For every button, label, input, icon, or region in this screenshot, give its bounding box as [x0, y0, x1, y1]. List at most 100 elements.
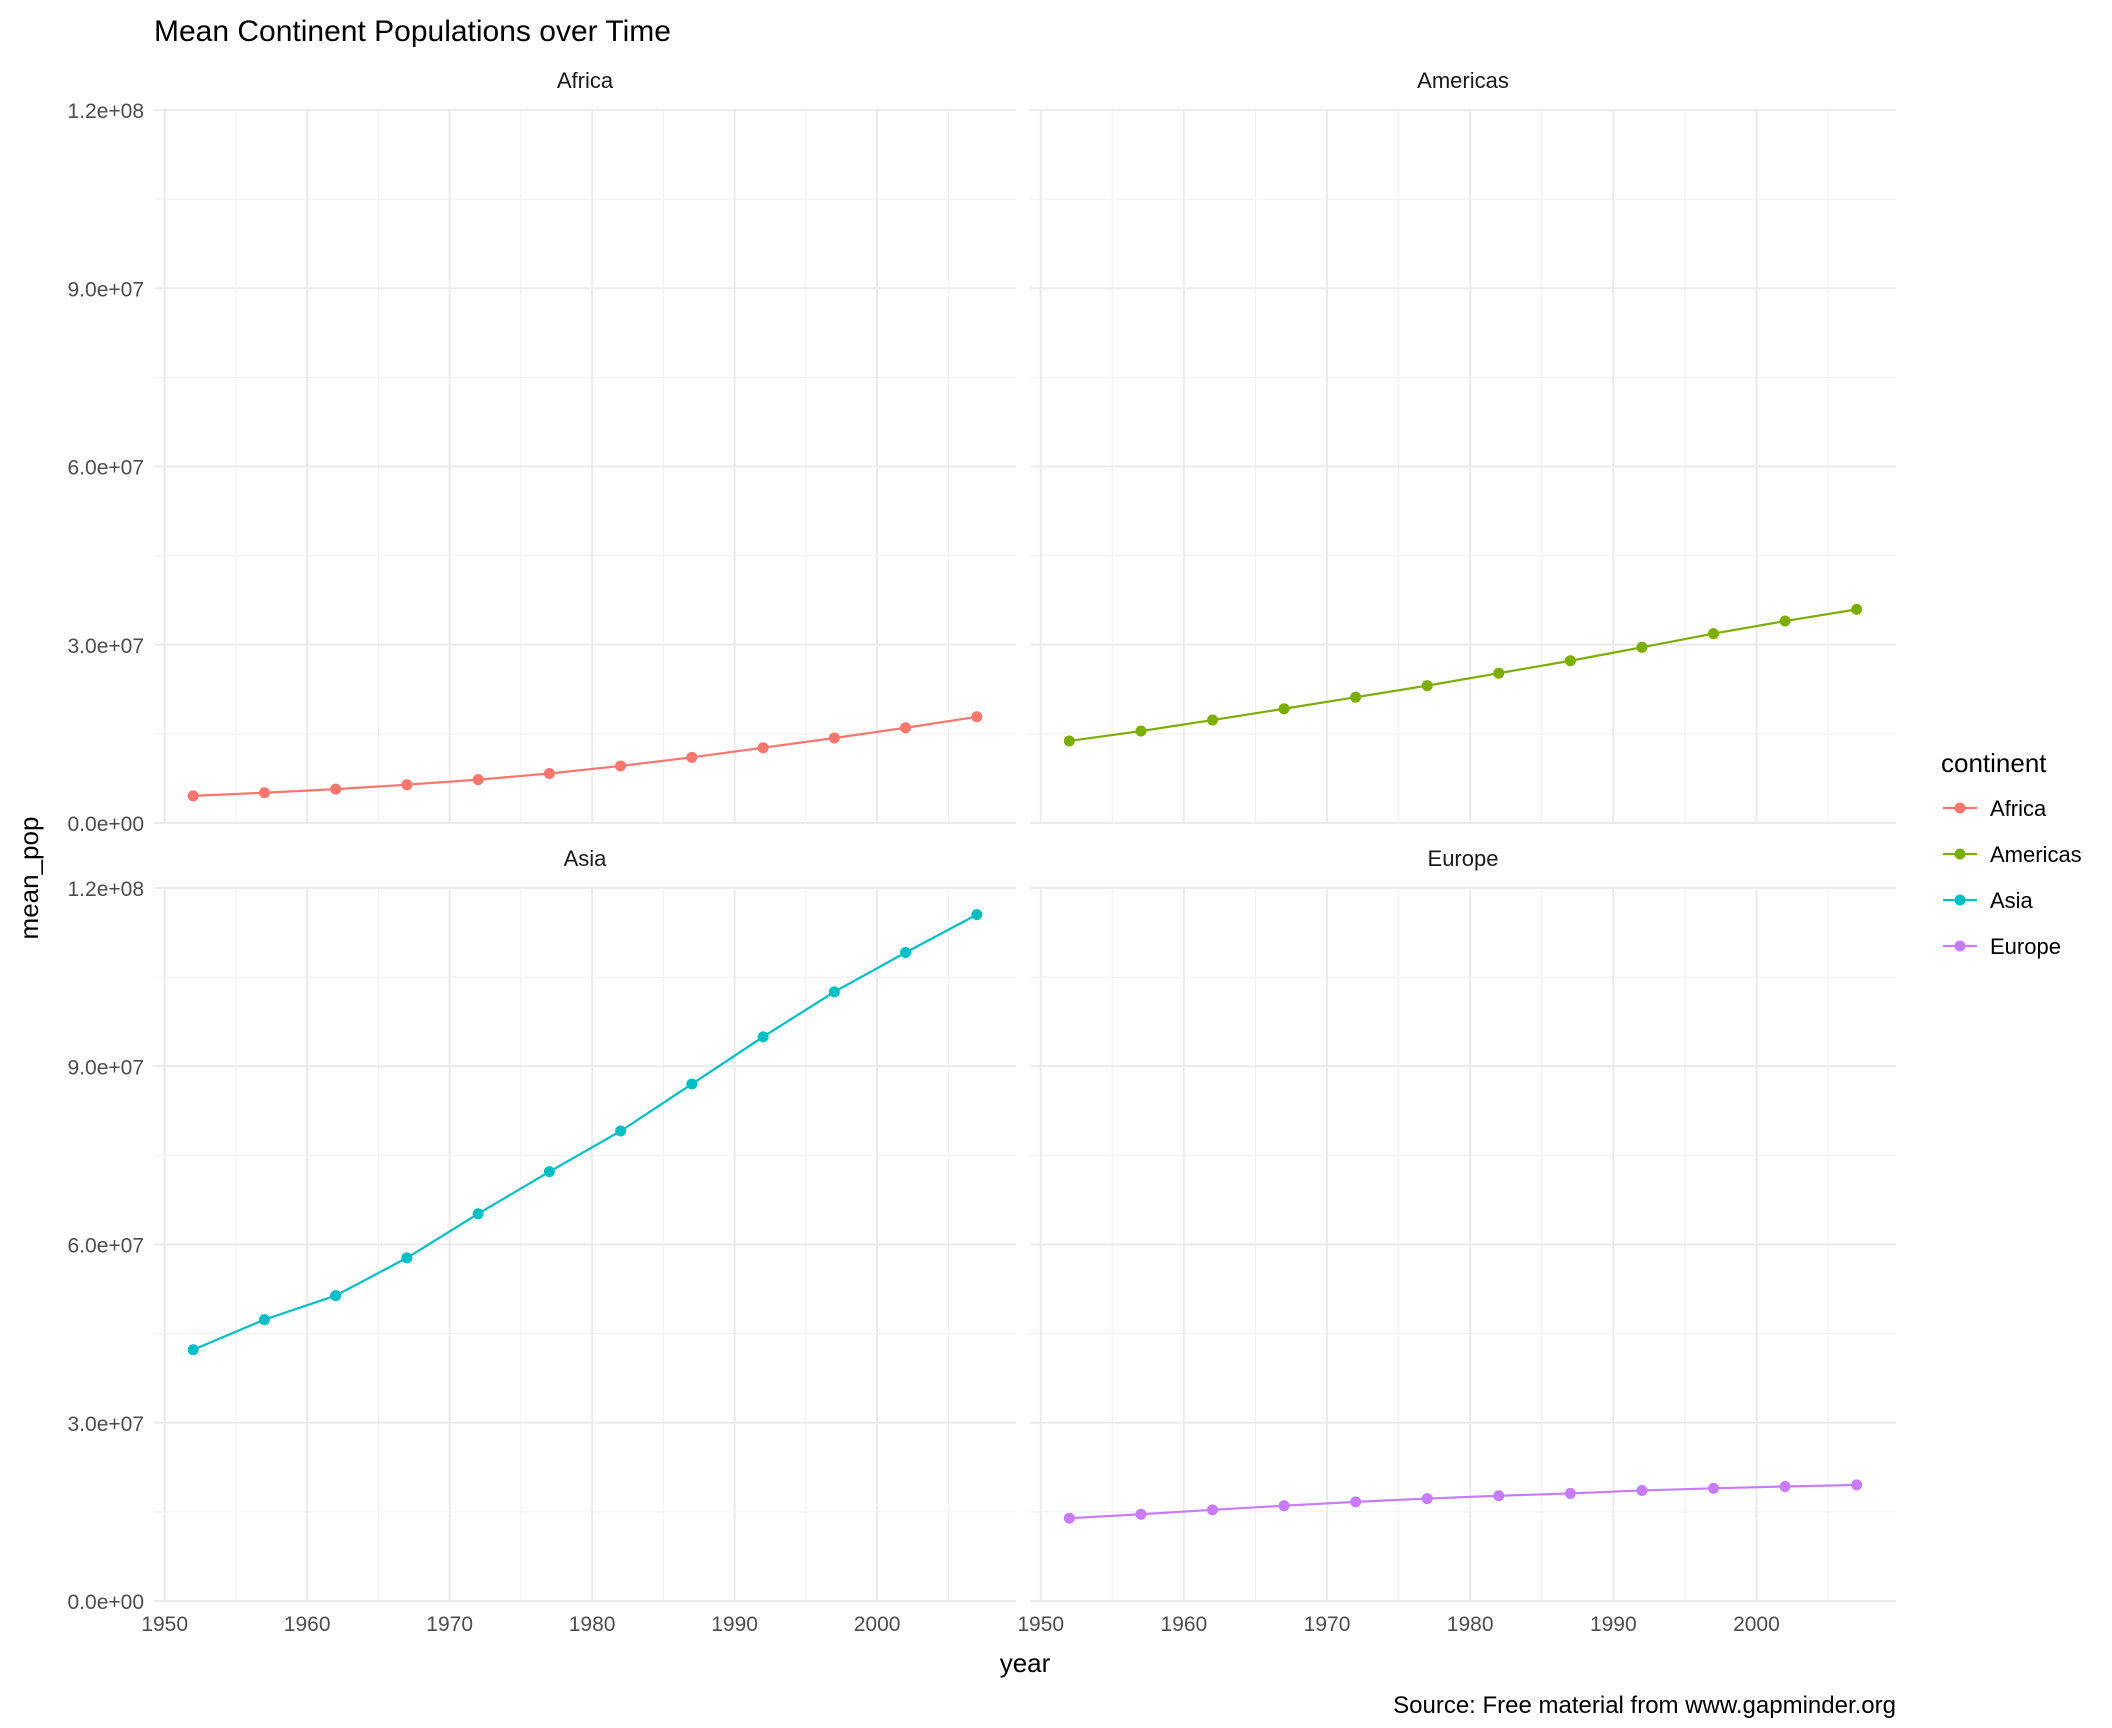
- data-point-africa: [472, 774, 484, 786]
- legend-key-point: [1954, 802, 1966, 814]
- y-tick-label: 0.0e+00: [68, 813, 145, 836]
- data-point-asia: [472, 1208, 484, 1220]
- data-point-americas: [1207, 714, 1219, 726]
- data-point-europe: [1135, 1508, 1147, 1520]
- chart-title: Mean Continent Populations over Time: [154, 15, 671, 48]
- y-tick-label: 9.0e+07: [68, 1056, 145, 1079]
- data-point-asia: [258, 1314, 270, 1326]
- data-point-africa: [258, 787, 270, 799]
- facet-label-asia: Asia: [564, 846, 608, 871]
- y-tick-label: 1.2e+08: [68, 100, 145, 123]
- data-point-africa: [900, 722, 912, 734]
- panel-asia: Asia 0.0e+00 3.0e+07 6.0e+07 9.0e+07 1.2e+08 1…: [68, 846, 1016, 1636]
- y-tick-label: 3.0e+07: [68, 1413, 145, 1436]
- y-tick-label: 3.0e+07: [68, 635, 145, 658]
- data-point-europe: [1707, 1482, 1719, 1494]
- data-point-americas: [1063, 735, 1075, 747]
- x-tick-label: 2000: [854, 1613, 901, 1636]
- legend-item-africa: Africa: [1943, 796, 2047, 821]
- x-tick-label: 1990: [711, 1613, 758, 1636]
- series-line-asia: [192, 913, 978, 1351]
- data-point-americas: [1350, 691, 1362, 703]
- x-axis-label: year: [1000, 1648, 1051, 1678]
- x-tick-label: 2000: [1733, 1613, 1780, 1636]
- data-point-africa: [757, 742, 769, 754]
- y-axis-label: mean_pop: [14, 817, 44, 940]
- data-point-africa: [187, 790, 199, 802]
- data-point-americas: [1564, 655, 1576, 667]
- data-point-asia: [900, 946, 912, 958]
- x-tick-label: 1970: [426, 1613, 473, 1636]
- panel-europe: Europe 1950 1960 1970 1980 1990 2000: [1017, 846, 1896, 1636]
- data-point-asia: [330, 1290, 342, 1302]
- data-point-africa: [330, 783, 342, 795]
- series-line-americas: [1069, 608, 1857, 743]
- data-point-americas: [1707, 628, 1719, 640]
- data-point-americas: [1278, 703, 1290, 715]
- legend-item-europe: Europe: [1943, 934, 2061, 959]
- data-point-asia: [615, 1125, 627, 1137]
- series-line-africa: [193, 715, 977, 797]
- x-tick-label: 1980: [569, 1613, 616, 1636]
- data-point-africa: [543, 768, 555, 780]
- data-point-europe: [1493, 1490, 1505, 1502]
- legend-label: Americas: [1990, 842, 2082, 867]
- data-point-asia: [828, 986, 840, 998]
- y-tick-label: 9.0e+07: [68, 278, 145, 301]
- data-point-asia: [686, 1078, 698, 1090]
- y-tick-label: 6.0e+07: [68, 1235, 145, 1258]
- legend-key-point: [1954, 940, 1966, 952]
- x-tick-label: 1950: [1017, 1613, 1064, 1636]
- x-tick-label: 1990: [1590, 1613, 1637, 1636]
- legend-item-americas: Americas: [1943, 842, 2082, 867]
- legend-item-asia: Asia: [1943, 888, 2034, 913]
- x-tick-label: 1980: [1447, 1613, 1494, 1636]
- data-point-africa: [971, 711, 983, 723]
- legend-label: Asia: [1990, 888, 2034, 913]
- facet-label-africa: Africa: [557, 68, 614, 93]
- chart-caption: Source: Free material from www.gapminder…: [1393, 1692, 1896, 1719]
- legend-key-point: [1954, 894, 1966, 906]
- data-point-americas: [1851, 603, 1863, 615]
- legend-key-point: [1954, 848, 1966, 860]
- data-point-europe: [1421, 1493, 1433, 1505]
- legend-label: Africa: [1990, 796, 2047, 821]
- data-point-europe: [1207, 1504, 1219, 1516]
- x-tick-label: 1970: [1304, 1613, 1351, 1636]
- data-point-asia: [543, 1166, 555, 1178]
- x-tick-label: 1960: [284, 1613, 331, 1636]
- data-point-americas: [1135, 725, 1147, 737]
- legend-label: Europe: [1990, 934, 2061, 959]
- data-point-europe: [1063, 1512, 1075, 1524]
- y-tick-label: 6.0e+07: [68, 457, 145, 480]
- facet-label-americas: Americas: [1417, 68, 1509, 93]
- data-point-europe: [1564, 1487, 1576, 1499]
- y-tick-label: 0.0e+00: [68, 1591, 145, 1614]
- facet-label-europe: Europe: [1428, 846, 1499, 871]
- data-point-americas: [1779, 615, 1791, 627]
- legend: continent Africa Americas Asia Europe: [1941, 748, 2082, 959]
- data-point-americas: [1493, 667, 1505, 679]
- y-tick-label: 1.2e+08: [68, 878, 145, 901]
- data-point-europe: [1636, 1484, 1648, 1496]
- panel-americas: Americas: [1030, 68, 1896, 824]
- data-point-asia: [757, 1031, 769, 1043]
- data-point-europe: [1278, 1500, 1290, 1512]
- data-point-asia: [187, 1344, 199, 1356]
- data-point-africa: [615, 760, 627, 772]
- data-point-asia: [401, 1252, 413, 1264]
- data-point-africa: [828, 732, 840, 744]
- x-tick-label: 1950: [141, 1613, 188, 1636]
- data-point-africa: [401, 779, 413, 791]
- data-point-europe: [1350, 1496, 1362, 1508]
- legend-title: continent: [1941, 748, 2047, 778]
- data-point-europe: [1851, 1479, 1863, 1491]
- x-tick-label: 1960: [1161, 1613, 1208, 1636]
- data-point-americas: [1421, 680, 1433, 692]
- data-point-americas: [1636, 641, 1648, 653]
- data-point-asia: [971, 909, 983, 921]
- panel-africa: Africa 0.0e+00 3.0e+07 6.0e+07 9.0e+07 1.2e+0…: [68, 68, 1016, 836]
- data-point-africa: [686, 751, 698, 763]
